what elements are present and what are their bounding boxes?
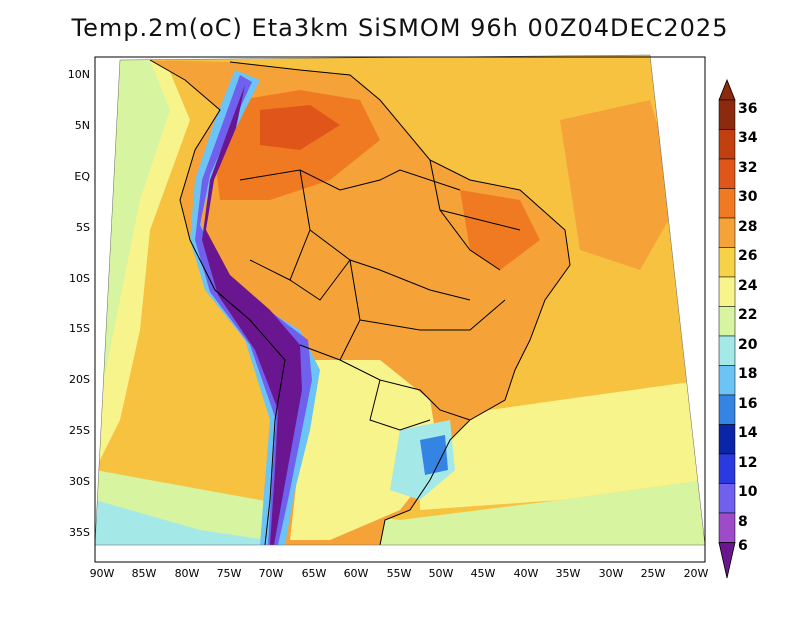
- colorbar-bin: [718, 188, 736, 219]
- lon-label: 35W: [555, 567, 581, 580]
- colorbar-label: 36: [738, 101, 758, 117]
- colorbar-bottom-arrow: [718, 542, 736, 579]
- colorbar-bin: [718, 129, 736, 160]
- lon-label: 20W: [683, 567, 709, 580]
- colorbar-bin: [718, 335, 736, 366]
- colorbar-label: 18: [738, 366, 758, 382]
- lat-label: EQ: [74, 170, 90, 183]
- lon-label: 40W: [513, 567, 539, 580]
- south-cold-zone: [95, 500, 300, 545]
- colorbar-label: 8: [738, 514, 748, 530]
- colorbar-bin: [718, 512, 736, 543]
- south-atlantic-mild-zone: [420, 380, 705, 510]
- colorbar: [718, 78, 736, 579]
- colorbar-bin: [718, 158, 736, 189]
- lon-label: 50W: [428, 567, 454, 580]
- lat-label: 25S: [69, 424, 90, 437]
- colorbar-top-arrow: [718, 78, 736, 101]
- colorbar-label: 20: [738, 337, 758, 353]
- plot-frame: [94, 56, 706, 563]
- northeast-hot-zone: [460, 190, 540, 270]
- lon-label: 90W: [89, 567, 115, 580]
- colorbar-label: 16: [738, 396, 758, 412]
- lat-label: 10S: [69, 272, 90, 285]
- lon-label: 75W: [216, 567, 242, 580]
- lat-label: 30S: [69, 475, 90, 488]
- lon-label: 45W: [470, 567, 496, 580]
- colorbar-bin: [718, 483, 736, 514]
- colorbar-bin: [718, 453, 736, 484]
- colorbar-bin: [718, 217, 736, 248]
- colorbar-label: 28: [738, 219, 758, 235]
- colorbar-bin: [718, 276, 736, 307]
- lon-label: 70W: [258, 567, 284, 580]
- lat-label: 5N: [74, 119, 90, 132]
- lat-label: 10N: [67, 68, 90, 81]
- colorbar-label: 34: [738, 130, 758, 146]
- country-borders: [149, 59, 571, 546]
- colorbar-label: 14: [738, 425, 758, 441]
- colorbar-bin: [718, 306, 736, 337]
- atlantic-warm-zone: [560, 100, 680, 270]
- colorbar-label: 12: [738, 455, 758, 471]
- lat-label: 20S: [69, 373, 90, 386]
- colorbar-label: 30: [738, 189, 758, 205]
- colorbar-label: 10: [738, 484, 758, 500]
- map-title: Temp.2m(oC) Eta3km SiSMOM 96h 00Z04DEC20…: [71, 14, 729, 42]
- amazon-core-zone: [260, 105, 340, 150]
- colorbar-label: 32: [738, 160, 758, 176]
- colorbar-label: 24: [738, 278, 758, 294]
- lon-label: 55W: [386, 567, 412, 580]
- south-atlantic-cool-zone: [95, 470, 705, 545]
- colorbar-label: 6: [738, 538, 748, 554]
- colorbar-bin: [718, 99, 736, 130]
- lon-label: 85W: [131, 567, 157, 580]
- lat-label: 5S: [76, 221, 90, 234]
- andes-core-band: [202, 85, 302, 545]
- lat-label: 35S: [69, 526, 90, 539]
- colorbar-label: 26: [738, 248, 758, 264]
- colorbar-bin: [718, 365, 736, 396]
- colorbar-bin: [718, 247, 736, 278]
- colorbar-label: 22: [738, 307, 758, 323]
- southern-cone-zone: [290, 360, 440, 540]
- serra-cold-zone: [420, 435, 448, 475]
- lon-label: 25W: [640, 567, 666, 580]
- lat-label: 15S: [69, 322, 90, 335]
- colorbar-bin: [718, 424, 736, 455]
- lon-label: 30W: [598, 567, 624, 580]
- lon-label: 65W: [301, 567, 327, 580]
- colorbar-bin: [718, 394, 736, 425]
- lon-label: 60W: [343, 567, 369, 580]
- lon-label: 80W: [174, 567, 200, 580]
